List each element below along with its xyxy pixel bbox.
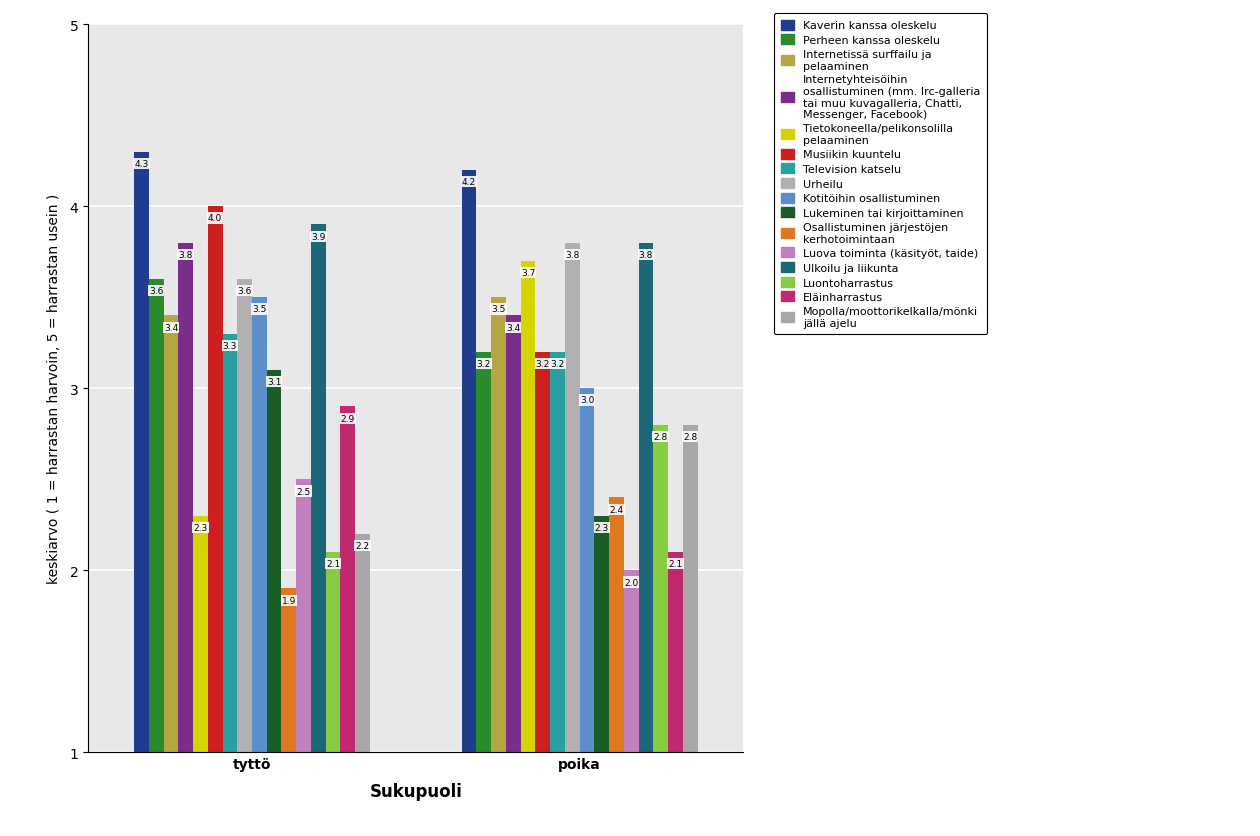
- Text: 3.1: 3.1: [267, 378, 281, 387]
- Text: 3.2: 3.2: [476, 359, 491, 369]
- Bar: [267, 370, 281, 752]
- Text: 2.1: 2.1: [668, 559, 683, 568]
- Bar: [223, 334, 237, 752]
- Text: 3.5: 3.5: [252, 305, 267, 314]
- Bar: [668, 553, 683, 752]
- Bar: [461, 171, 476, 752]
- Text: 3.8: 3.8: [639, 251, 653, 259]
- Text: 3.5: 3.5: [491, 305, 505, 314]
- Bar: [252, 298, 267, 752]
- Text: 3.4: 3.4: [507, 324, 520, 332]
- Bar: [595, 516, 609, 752]
- Bar: [340, 407, 355, 752]
- Text: 3.8: 3.8: [564, 251, 580, 259]
- Text: 2.3: 2.3: [193, 523, 208, 533]
- Bar: [536, 353, 551, 752]
- Bar: [237, 279, 252, 752]
- Bar: [134, 152, 149, 752]
- Bar: [564, 243, 580, 752]
- Bar: [311, 225, 325, 752]
- Bar: [193, 516, 208, 752]
- Bar: [296, 480, 311, 752]
- Bar: [355, 534, 370, 752]
- Legend: Kaverin kanssa oleskelu, Perheen kanssa oleskelu, Internetissä surffailu ja
pela: Kaverin kanssa oleskelu, Perheen kanssa …: [774, 14, 987, 335]
- Bar: [491, 298, 505, 752]
- Text: 3.4: 3.4: [164, 324, 178, 332]
- Text: 2.5: 2.5: [296, 487, 311, 496]
- Text: 3.2: 3.2: [536, 359, 549, 369]
- Text: 2.2: 2.2: [355, 542, 369, 550]
- Text: 2.8: 2.8: [654, 432, 668, 441]
- Bar: [149, 279, 164, 752]
- Bar: [683, 426, 698, 752]
- Text: 4.0: 4.0: [208, 214, 222, 223]
- Text: 3.6: 3.6: [149, 287, 164, 296]
- Bar: [476, 353, 491, 752]
- Text: 2.1: 2.1: [326, 559, 340, 568]
- Text: 2.3: 2.3: [595, 523, 609, 533]
- Text: 4.3: 4.3: [135, 160, 149, 169]
- Bar: [639, 243, 653, 752]
- Bar: [281, 589, 296, 752]
- Text: 3.2: 3.2: [551, 359, 564, 369]
- Bar: [505, 316, 520, 752]
- Bar: [551, 353, 564, 752]
- Bar: [179, 243, 193, 752]
- Bar: [325, 553, 340, 752]
- Y-axis label: keskiarvo ( 1 = harrastan harvoin, 5 = harrastan usein ): keskiarvo ( 1 = harrastan harvoin, 5 = h…: [48, 194, 62, 584]
- Bar: [164, 316, 179, 752]
- Bar: [520, 262, 536, 752]
- Bar: [208, 206, 223, 752]
- Bar: [580, 389, 595, 752]
- Text: 2.9: 2.9: [340, 414, 355, 423]
- Text: 4.2: 4.2: [462, 178, 476, 186]
- Text: 3.7: 3.7: [520, 268, 536, 278]
- Text: 3.3: 3.3: [223, 341, 237, 350]
- Bar: [654, 426, 668, 752]
- Bar: [624, 571, 639, 752]
- Text: 2.0: 2.0: [624, 578, 639, 587]
- Text: 3.8: 3.8: [179, 251, 193, 259]
- Text: 2.4: 2.4: [610, 505, 624, 514]
- X-axis label: Sukupuoli: Sukupuoli: [369, 782, 462, 800]
- Bar: [609, 498, 624, 752]
- Text: 1.9: 1.9: [282, 596, 296, 605]
- Text: 3.6: 3.6: [237, 287, 252, 296]
- Text: 3.9: 3.9: [311, 232, 325, 242]
- Text: 2.8: 2.8: [683, 432, 697, 441]
- Text: 3.0: 3.0: [580, 396, 595, 405]
